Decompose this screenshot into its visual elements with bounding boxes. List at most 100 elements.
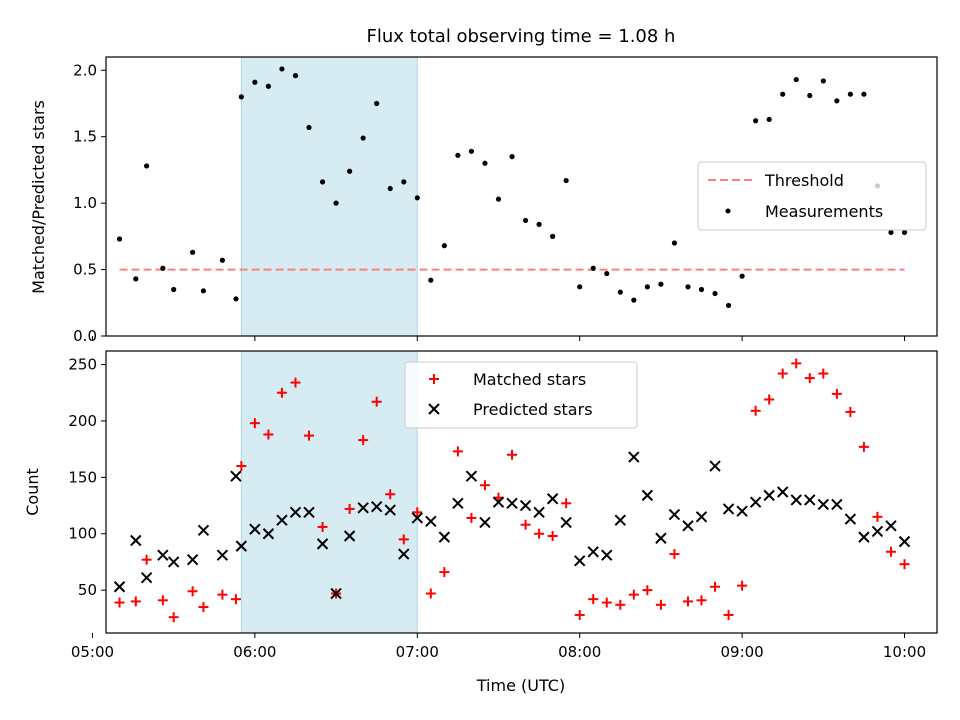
- top-plot-frame: [105, 56, 938, 337]
- matched-star-point: [818, 368, 829, 379]
- predicted-star-point: [573, 555, 586, 567]
- predicted-star-point: [425, 515, 437, 528]
- matched-star-point: [114, 597, 125, 608]
- measurement-point: [190, 249, 196, 255]
- matched-star-point: [655, 599, 666, 610]
- matched-star-point: [217, 589, 228, 600]
- predicted-mark-b: [303, 506, 315, 519]
- predicted-star-point: [276, 514, 288, 526]
- predicted-mark-b: [370, 500, 383, 513]
- predicted-mark-b: [289, 506, 302, 519]
- matched-star-point: [385, 489, 396, 500]
- predicted-mark-b: [641, 489, 654, 502]
- top-ytick-label: 1.0: [73, 194, 97, 212]
- matched-star-point: [249, 418, 260, 429]
- predicted-mark-b: [492, 496, 505, 508]
- predicted-mark-b: [167, 556, 180, 568]
- matched-star-point: [198, 602, 209, 613]
- measurement-point: [888, 229, 894, 235]
- predicted-mark-b: [844, 513, 857, 525]
- predicted-mark-b: [140, 572, 153, 584]
- predicted-mark-b: [885, 520, 897, 532]
- predicted-star-point: [546, 493, 559, 505]
- predicted-mark-b: [858, 531, 870, 543]
- matched-star-point: [317, 521, 328, 532]
- predicted-mark-b: [230, 470, 242, 482]
- predicted-mark-b: [546, 493, 559, 505]
- predicted-mark-b: [628, 451, 640, 463]
- legend-matched-swatch: [429, 374, 439, 384]
- bottom-ytick-label: 50: [78, 581, 97, 599]
- predicted-star-point: [289, 506, 302, 519]
- predicted-star-point: [235, 540, 248, 552]
- bottom-highlight-span: [240, 350, 418, 634]
- predicted-mark-b: [722, 503, 735, 515]
- predicted-star-point: [465, 470, 478, 482]
- measurement-point: [495, 196, 502, 202]
- matched-star-point: [710, 581, 721, 592]
- matched-star-point: [547, 530, 558, 541]
- predicted-star-point: [804, 494, 816, 506]
- matched-star-point: [777, 368, 788, 379]
- predicted-star-point: [452, 497, 464, 509]
- predicted-star-point: [506, 497, 518, 509]
- predicted-star-point: [749, 496, 762, 508]
- predicted-mark-b: [668, 508, 681, 521]
- predicted-mark-b: [763, 489, 775, 502]
- matched-star-point: [858, 441, 869, 452]
- matched-star-point: [290, 377, 301, 388]
- predicted-star-point: [871, 525, 884, 538]
- measurement-point: [171, 286, 177, 293]
- xtick-label: 07:00: [396, 643, 439, 661]
- predicted-star-point: [736, 505, 748, 517]
- matched-star-point: [561, 498, 572, 509]
- matched-star-point: [831, 388, 842, 399]
- measurement-point: [847, 91, 853, 97]
- measurement-point: [238, 94, 244, 100]
- predicted-mark-b: [235, 540, 248, 552]
- measurement-point: [834, 98, 840, 104]
- measurement-point: [347, 168, 353, 174]
- measurement-point: [685, 284, 691, 290]
- measurement-point: [793, 76, 799, 83]
- matched-star-point: [398, 534, 409, 545]
- measurement-point: [468, 148, 475, 154]
- matched-star-point: [358, 435, 369, 446]
- x-axis-label: Time (UTC): [476, 676, 565, 695]
- measurement-point: [133, 276, 139, 282]
- measurement-point: [319, 179, 326, 185]
- matched-star-point: [276, 387, 287, 398]
- legend-predicted-swatch: [428, 403, 440, 415]
- predicted-star-point: [898, 535, 911, 548]
- bottom-y-axis-label: Count: [23, 468, 42, 516]
- measurement-point: [725, 302, 732, 309]
- predicted-star-point: [533, 506, 545, 519]
- predicted-star-point: [831, 498, 843, 511]
- matched-star-point: [669, 549, 680, 560]
- measurement-point: [160, 265, 166, 271]
- measurement-point: [563, 177, 569, 184]
- predicted-star-point: [130, 534, 142, 547]
- matched-star-point: [534, 528, 545, 539]
- matched-star-point: [601, 597, 612, 608]
- predicted-mark-b: [216, 549, 229, 561]
- predicted-star-point: [249, 523, 261, 535]
- matched-star-point: [412, 507, 423, 518]
- measurement-point: [766, 116, 772, 123]
- predicted-mark-b: [316, 538, 329, 550]
- measurement-point: [200, 288, 207, 294]
- legend-predicted-label: Predicted stars: [473, 400, 593, 419]
- predicted-star-point: [817, 498, 830, 511]
- predicted-mark-b: [614, 514, 627, 526]
- predicted-mark-b: [425, 515, 437, 528]
- predicted-star-point: [682, 520, 694, 532]
- predicted-mark-b: [465, 470, 478, 482]
- top-ytick-label: 2.0: [73, 61, 97, 79]
- predicted-star-point: [722, 503, 735, 515]
- matched-star-point: [885, 546, 896, 557]
- predicted-star-point: [777, 486, 789, 498]
- matched-star-point: [439, 567, 450, 578]
- predicted-mark-b: [197, 524, 210, 537]
- predicted-mark-b: [695, 511, 708, 523]
- top-legend-box: [697, 161, 927, 231]
